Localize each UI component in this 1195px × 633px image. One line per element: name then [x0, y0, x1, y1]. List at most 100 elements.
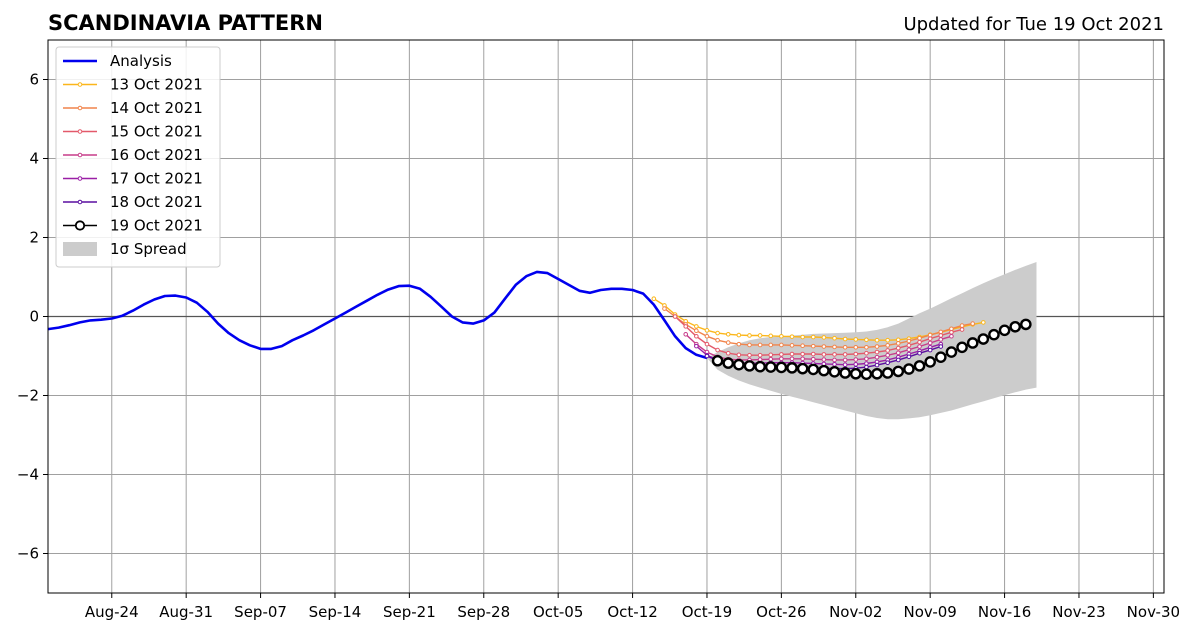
forecast-point [757, 342, 763, 348]
forecast-point [757, 333, 763, 338]
forecast-point [853, 357, 859, 362]
forecast-point [917, 339, 922, 345]
forecast-point [864, 350, 869, 356]
legend-item: 1σ Spread [63, 240, 187, 258]
forecast-point [821, 335, 827, 340]
forecast-point [842, 336, 848, 342]
forecast-point [715, 337, 720, 343]
forecast-point [977, 333, 990, 345]
forecast-point [821, 357, 827, 362]
forecast-point [959, 327, 965, 332]
forecast-point [970, 321, 975, 326]
forecast-point [839, 367, 851, 379]
forecast-point [849, 367, 862, 380]
forecast-point [885, 337, 890, 343]
x-tick-label: Oct-12 [607, 603, 657, 621]
forecast-point [662, 306, 667, 311]
legend-swatch [63, 242, 97, 256]
forecast-point [704, 328, 710, 333]
forecast-point [981, 320, 986, 325]
legend: Analysis 13 Oct 2021 14 Oct 2021 15 Oct 202… [55, 46, 221, 268]
forecast-point [832, 352, 837, 357]
forecast-point [864, 364, 869, 370]
forecast-point [874, 337, 880, 343]
forecast-point [736, 332, 742, 338]
x-tick-label: Sep-07 [234, 603, 287, 621]
legend-marker [77, 82, 83, 87]
forecast-point [796, 362, 809, 375]
forecast-point [927, 340, 933, 346]
forecast-point [789, 334, 795, 339]
forecast-point [683, 324, 689, 329]
forecast-point [810, 356, 816, 362]
forecast-point [892, 365, 905, 378]
legend-item: 19 Oct 2021 [63, 217, 203, 235]
forecast-point [694, 324, 699, 329]
legend-label: 13 Oct 2021 [110, 76, 203, 94]
legend-label: 17 Oct 2021 [110, 170, 203, 188]
forecast-point [966, 337, 979, 349]
forecast-point [800, 356, 805, 362]
x-tick-label: Sep-21 [383, 603, 436, 621]
forecast-point [779, 342, 784, 348]
legend-label: 15 Oct 2021 [110, 123, 203, 141]
x-tick-label: Oct-26 [756, 603, 806, 621]
forecast-point [903, 363, 915, 375]
forecast-point [747, 333, 752, 338]
forecast-point [779, 352, 784, 357]
forecast-point [715, 330, 720, 336]
forecast-point [789, 356, 795, 362]
analysis-line [47, 270, 708, 360]
legend-item: 13 Oct 2021 [63, 76, 203, 94]
forecast-point [725, 340, 731, 345]
legend-label: 16 Oct 2021 [110, 146, 203, 164]
forecast-point [885, 352, 890, 358]
forecast-point [764, 361, 777, 373]
forecast-point [906, 347, 912, 352]
forecast-point [917, 350, 922, 356]
x-tick-label: Sep-14 [309, 603, 362, 621]
forecast-point [725, 331, 731, 337]
forecast-point [853, 337, 859, 342]
forecast-point [959, 323, 965, 328]
forecast-point [810, 351, 816, 357]
forecast-point [938, 337, 944, 342]
forecast-point [704, 353, 710, 359]
series-layer [47, 270, 1032, 380]
forecast-point [810, 334, 816, 340]
forecast-point [832, 357, 837, 363]
forecast-point [754, 360, 766, 373]
legend-marker [77, 199, 83, 205]
forecast-point [704, 333, 710, 339]
forecast-point [895, 357, 901, 363]
forecast-point [895, 350, 901, 356]
forecast-point [694, 343, 699, 349]
forecast-point [842, 362, 848, 367]
forecast-point [881, 367, 894, 379]
legend-item: 14 Oct 2021 [63, 99, 203, 117]
forecast-point [874, 354, 880, 360]
forecast-point [768, 333, 774, 339]
x-tick-label: Aug-31 [159, 603, 213, 621]
forecast-point [938, 333, 944, 338]
legend-marker [77, 176, 83, 181]
forecast-point [895, 341, 901, 346]
forecast-point [722, 357, 735, 369]
forecast-point [885, 343, 890, 348]
legend-item: 17 Oct 2021 [63, 170, 203, 188]
forecast-point [864, 337, 869, 343]
legend-marker [77, 129, 83, 134]
forecast-point [821, 352, 827, 357]
forecast-point [895, 345, 901, 351]
forecast-point [768, 352, 774, 358]
forecast-point [800, 343, 805, 349]
x-tick-label: Oct-05 [533, 603, 583, 621]
forecast-point [945, 346, 958, 358]
forecast-point [924, 356, 936, 368]
forecast-point [757, 352, 763, 358]
legend-marker [77, 152, 83, 158]
forecast-point [800, 334, 805, 340]
forecast-point [906, 354, 912, 360]
legend-label: 1σ Spread [110, 240, 187, 258]
